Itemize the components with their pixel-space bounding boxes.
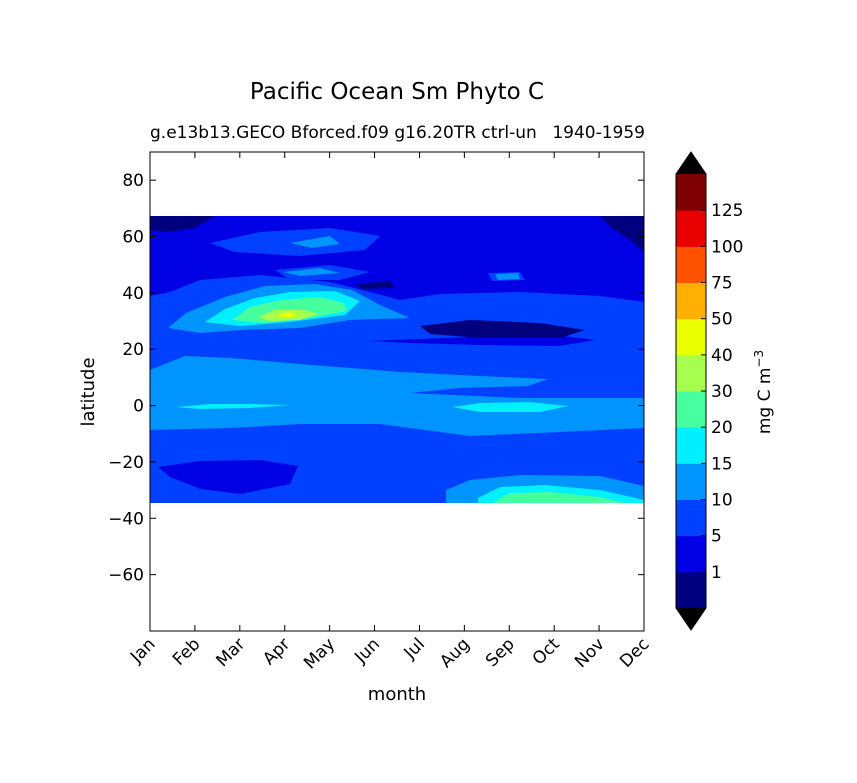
contour-region-10-15-small-c	[495, 273, 520, 280]
y-tick-label: −20	[108, 453, 144, 473]
colorbar-segment	[676, 246, 706, 283]
colorbar-segment	[676, 571, 706, 609]
colorbar-tick-label: 100	[711, 237, 743, 257]
contour-region-1-5-south	[158, 460, 298, 494]
colorbar-label: mg C m−3	[752, 350, 775, 434]
y-axis: 80 60 40 20 0 −20 −40 −60	[108, 171, 644, 586]
colorbar-label-units: mg C m	[755, 368, 775, 435]
colorbar-outline	[675, 151, 707, 631]
colorbar-tick-label: 125	[711, 201, 743, 221]
x-tick-label: Jul	[400, 634, 429, 663]
x-tick-label: Oct	[529, 634, 564, 669]
colorbar-tick-label: 50	[711, 310, 733, 330]
colorbar-segment	[676, 499, 706, 537]
contour-region-below-1-ne	[600, 216, 644, 252]
colorbar-tick-label: 1	[711, 563, 722, 583]
colorbar-tick-label: 40	[711, 346, 733, 366]
colorbar-tick-label: 5	[711, 527, 722, 547]
x-tick-label: Jan	[126, 634, 159, 667]
colorbar-segment	[676, 463, 706, 500]
y-tick-label: 0	[133, 397, 144, 417]
contour-field	[150, 216, 644, 503]
colorbar-segment	[676, 535, 706, 573]
axes-frame	[149, 151, 645, 632]
colorbar-segment	[676, 427, 706, 464]
y-tick-label: 80	[122, 171, 144, 191]
contour-region-below-1-nw	[150, 216, 215, 232]
chart-subtitle-left: g.e13b13.GECO Bforced.f09 g16.20TR ctrl-…	[150, 123, 537, 143]
x-tick-label: Mar	[213, 634, 250, 671]
colorbar-tick-label: 75	[711, 274, 733, 294]
colorbar-segment	[676, 354, 706, 392]
contour-region-10-15-small-a	[290, 236, 340, 248]
x-tick-label: Apr	[259, 634, 294, 669]
contour-region-40-50-core	[276, 312, 298, 318]
colorbar-tick-label: 30	[711, 382, 733, 402]
x-tick-label: Aug	[436, 634, 474, 672]
y-tick-label: 20	[122, 340, 144, 360]
x-tick-label: Dec	[616, 634, 653, 671]
contour-region-15-20-equator-east	[452, 402, 568, 412]
colorbar-tick-label: 10	[711, 491, 733, 511]
contour-region-below-1-center	[420, 320, 585, 338]
colorbar-extend-high	[676, 152, 706, 174]
colorbar-segment	[676, 282, 706, 320]
colorbar-segment	[676, 174, 706, 211]
colorbar-label-exponent: −3	[752, 350, 766, 368]
contour-region-5-10-patch-a	[210, 228, 380, 256]
colorbar-segment	[676, 210, 706, 247]
chart-title: Pacific Ocean Sm Phyto C	[250, 79, 544, 105]
contour-region-15-20-equator-west	[176, 404, 290, 409]
x-tick-label: Sep	[482, 634, 519, 671]
x-tick-label: Feb	[169, 634, 204, 669]
x-tick-label: Nov	[571, 634, 609, 672]
y-tick-label: −60	[108, 566, 144, 586]
y-tick-label: 40	[122, 284, 144, 304]
colorbar-tick-label: 15	[711, 454, 733, 474]
x-tick-label: Jun	[350, 634, 384, 668]
x-tick-label: May	[300, 634, 339, 673]
x-axis-label: month	[368, 684, 426, 705]
colorbar-extend-low	[676, 608, 706, 630]
contour-region-20-30-south	[494, 492, 625, 503]
y-axis-label: latitude	[78, 357, 99, 426]
colorbar-segment	[676, 391, 706, 428]
y-tick-label: −40	[108, 509, 144, 529]
chart-subtitle-right: 1940-1959	[552, 123, 645, 143]
contour-region-10-15-equator	[150, 356, 644, 436]
colorbar-segment	[676, 318, 706, 356]
colorbar-tick-label: 20	[711, 418, 733, 438]
contour-region-below-1-dot	[356, 281, 395, 289]
contour-region-10-15-small-b	[283, 268, 340, 276]
y-tick-label: 60	[122, 228, 144, 248]
